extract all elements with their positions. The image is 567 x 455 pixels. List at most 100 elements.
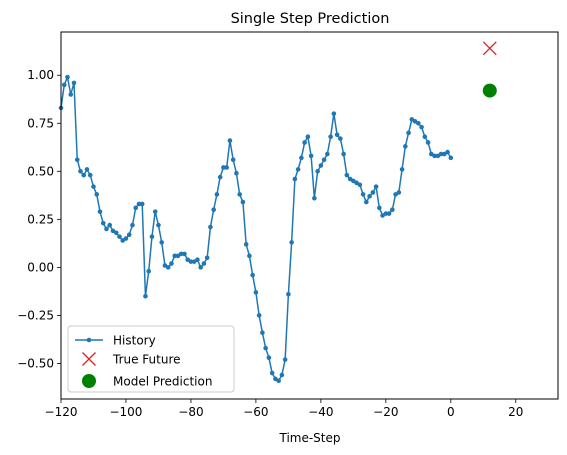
history-point <box>416 120 421 126</box>
history-point <box>328 134 333 140</box>
history-point <box>325 151 330 157</box>
history-point <box>448 155 454 161</box>
history-point <box>195 257 200 262</box>
history-point <box>377 205 382 211</box>
history-point <box>266 355 272 360</box>
x-tick-label: −20 <box>373 405 398 419</box>
history-point <box>152 209 158 214</box>
history-point <box>256 313 262 318</box>
history-point <box>68 92 74 97</box>
history-point <box>432 153 437 159</box>
x-axis-label: Time-Step <box>278 431 340 445</box>
history-point <box>357 182 363 188</box>
y-tick-label: 0.25 <box>27 212 54 226</box>
history-point <box>159 240 164 245</box>
history-point <box>169 261 174 266</box>
legend-frame <box>67 325 235 393</box>
history-point <box>338 136 343 141</box>
history-point <box>390 207 395 213</box>
history-point <box>94 192 100 197</box>
legend-item: Model Prediction <box>82 374 212 389</box>
history-point <box>81 172 87 178</box>
history-point <box>247 253 252 259</box>
legend-swatch <box>82 374 96 388</box>
history-point <box>156 222 161 228</box>
history-point <box>165 265 171 270</box>
history-point <box>396 190 402 195</box>
history-point <box>422 134 428 140</box>
y-tick-label: 0.75 <box>27 116 54 130</box>
history-point <box>299 155 304 161</box>
history-point <box>253 290 259 295</box>
history-point <box>383 211 389 216</box>
history-point <box>227 138 233 143</box>
history-point <box>269 370 275 376</box>
history-point <box>318 163 324 168</box>
history-point <box>188 259 194 264</box>
legend-label: True Future <box>112 353 181 367</box>
history-point <box>143 293 148 299</box>
history-point <box>399 167 405 172</box>
history-point <box>201 261 207 266</box>
history-point <box>308 153 314 159</box>
history-point <box>221 165 226 170</box>
model-prediction-marker <box>482 83 497 98</box>
history-point <box>292 176 298 182</box>
history-point <box>104 226 109 232</box>
y-tick-label: −0.50 <box>17 356 54 370</box>
history-point <box>146 268 152 274</box>
history-point <box>133 205 139 211</box>
history-point <box>172 253 177 259</box>
history-point <box>123 236 129 241</box>
history-point <box>286 291 291 297</box>
history-point <box>344 172 350 178</box>
history-point <box>217 174 223 180</box>
history-point <box>295 167 301 172</box>
history-point <box>84 167 90 172</box>
plot-area <box>58 41 497 384</box>
history-point <box>178 251 184 257</box>
history-point <box>403 144 408 149</box>
history-point <box>113 230 119 236</box>
legend-item: True Future <box>82 352 181 367</box>
history-point <box>74 157 80 163</box>
history-point <box>341 151 346 157</box>
history-point <box>117 234 122 239</box>
x-tick-label: −60 <box>243 405 268 419</box>
legend: History True Future Model Prediction <box>67 325 235 393</box>
x-tick-label: −80 <box>178 405 203 419</box>
history-point <box>406 130 411 136</box>
history-point <box>305 134 311 140</box>
x-tick-label: −100 <box>109 405 142 419</box>
history-point <box>211 207 216 213</box>
chart-title: Single Step Prediction <box>231 11 390 27</box>
history-point <box>364 199 369 205</box>
x-tick-label: −120 <box>45 405 78 419</box>
history-point <box>71 80 77 86</box>
history-point <box>204 255 210 261</box>
history-point <box>282 357 288 362</box>
x-tick-label: 20 <box>508 405 523 419</box>
x-tick-label: −40 <box>308 405 333 419</box>
history-point <box>445 149 450 155</box>
history-point <box>91 184 96 189</box>
history-point <box>182 251 187 257</box>
history-point <box>263 345 268 351</box>
history-point <box>87 172 93 178</box>
legend-swatch <box>82 352 96 366</box>
history-point <box>250 272 255 278</box>
x-tick-label: 0 <box>447 405 455 419</box>
history-point <box>367 193 372 199</box>
history-point <box>61 82 67 88</box>
legend-item: History <box>75 334 156 348</box>
history-point <box>373 184 379 189</box>
y-tick-label: −0.25 <box>17 308 54 322</box>
history-point <box>97 209 103 214</box>
history-point <box>386 211 392 216</box>
history-point <box>214 192 220 197</box>
history-point <box>370 190 376 195</box>
history-point <box>234 170 239 176</box>
history-point <box>315 169 320 174</box>
history-point <box>425 140 431 145</box>
history-point <box>224 165 229 170</box>
